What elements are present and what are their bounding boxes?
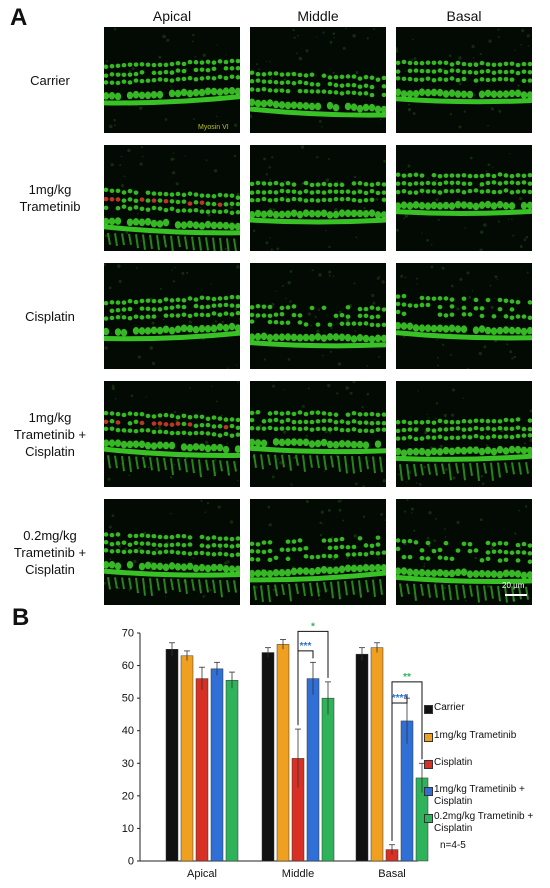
scale-bar-label: 20 µm bbox=[502, 581, 525, 590]
significance-label: ** bbox=[403, 672, 411, 683]
significance-label: * bbox=[311, 621, 315, 632]
x-tick-label: Basal bbox=[378, 868, 406, 880]
bar bbox=[276, 644, 290, 862]
micrograph-tile bbox=[250, 263, 386, 369]
legend-item: 1mg/kg Trametinib bbox=[434, 730, 517, 741]
micrograph-tile bbox=[396, 145, 532, 251]
panel-b-letter: B bbox=[12, 604, 30, 631]
scale-bar bbox=[505, 594, 527, 596]
significance-label: *** bbox=[300, 641, 312, 652]
legend-swatch bbox=[424, 733, 433, 742]
significance-bracket bbox=[391, 694, 408, 841]
legend-item: 1mg/kg Trametinib + Cisplatin bbox=[434, 784, 525, 807]
legend-swatch bbox=[424, 705, 433, 714]
column-header-middle: Middle bbox=[297, 8, 339, 24]
micrograph-tile bbox=[396, 499, 532, 605]
significance-bracket bbox=[297, 650, 314, 726]
legend-item: Cisplatin bbox=[434, 757, 473, 768]
bar bbox=[370, 647, 384, 862]
panel-a-letter: A bbox=[10, 4, 28, 31]
row-label-line: 1mg/kg bbox=[28, 182, 72, 197]
legend-swatch bbox=[424, 760, 433, 769]
row-label-line: Cisplatin bbox=[25, 308, 75, 324]
micrograph-tile bbox=[396, 263, 532, 369]
bar bbox=[195, 678, 209, 862]
bar bbox=[225, 679, 239, 862]
micrograph-tile bbox=[104, 381, 240, 487]
bar bbox=[165, 649, 179, 862]
row-label: 1mg/kg Trametinib bbox=[0, 181, 100, 215]
bar bbox=[261, 652, 275, 862]
micrograph-tile bbox=[396, 381, 532, 487]
y-tick-label: 70 bbox=[122, 628, 134, 640]
n-note: n=4-5 bbox=[440, 840, 466, 851]
row-label-line: Trametinib bbox=[19, 199, 81, 214]
row-label: Cisplatin bbox=[0, 308, 100, 325]
bar bbox=[355, 653, 369, 862]
x-tick-label: Apical bbox=[187, 868, 217, 880]
legend-item: Carrier bbox=[434, 702, 465, 713]
legend-swatch bbox=[424, 787, 433, 796]
row-label-line: Cisplatin bbox=[25, 443, 75, 459]
bar bbox=[210, 668, 224, 862]
row-label-line: Cisplatin bbox=[25, 561, 75, 577]
row-label-line: 0.2mg/kg bbox=[23, 527, 77, 543]
y-tick-label: 50 bbox=[122, 693, 134, 705]
y-tick-label: 30 bbox=[122, 758, 134, 770]
legend-swatch bbox=[424, 814, 433, 823]
bar bbox=[306, 678, 320, 862]
micrograph-tile bbox=[104, 499, 240, 605]
bar bbox=[180, 655, 194, 862]
y-tick-label: 20 bbox=[122, 790, 134, 802]
row-label: 1mg/kg Trametinib + Cisplatin bbox=[0, 409, 100, 460]
row-label-line: Carrier bbox=[30, 72, 70, 88]
bar bbox=[321, 697, 335, 862]
row-label: 0.2mg/kg Trametinib + Cisplatin bbox=[0, 527, 100, 578]
micrograph-tile bbox=[396, 27, 532, 133]
micrograph-tile bbox=[250, 381, 386, 487]
micrograph-tile bbox=[104, 27, 240, 133]
myosin-label: Myosin VI bbox=[198, 124, 229, 131]
x-tick-label: Middle bbox=[282, 868, 314, 880]
y-tick-label: 0 bbox=[128, 856, 134, 868]
column-header-basal: Basal bbox=[446, 8, 482, 24]
micrograph-tile bbox=[104, 145, 240, 251]
micrograph-tile bbox=[250, 27, 386, 133]
row-label-line: Trametinib + bbox=[13, 544, 87, 560]
row-label-line: Trametinib + bbox=[13, 426, 87, 442]
y-tick-label: 10 bbox=[122, 823, 134, 835]
micrograph-tile bbox=[250, 145, 386, 251]
row-label: Carrier bbox=[0, 72, 100, 89]
micrograph-tile bbox=[250, 499, 386, 605]
legend-item: 0.2mg/kg Trametinib + Cisplatin bbox=[434, 811, 534, 834]
y-tick-label: 40 bbox=[122, 725, 134, 737]
column-header-apical: Apical bbox=[152, 8, 192, 24]
significance-label: **** bbox=[392, 693, 408, 704]
y-tick-label: 60 bbox=[122, 660, 134, 672]
micrograph-tile bbox=[104, 263, 240, 369]
row-label-line: 1mg/kg bbox=[28, 409, 72, 425]
